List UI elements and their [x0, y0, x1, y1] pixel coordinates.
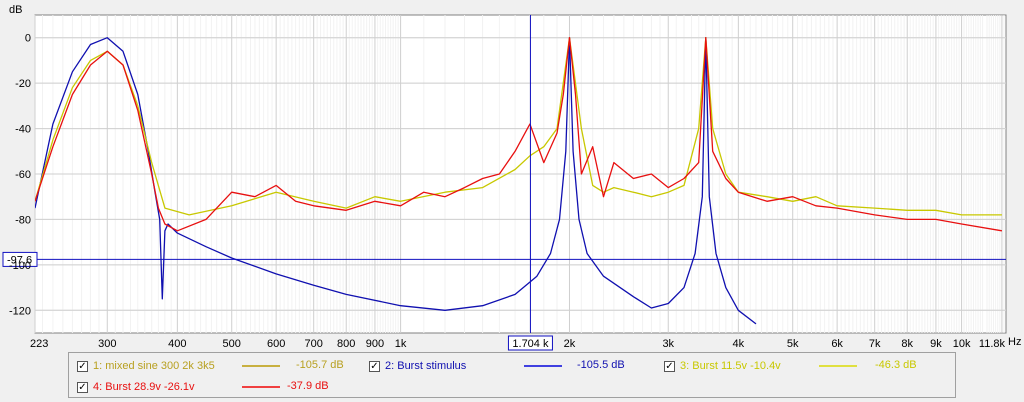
legend: ✓ 1: mixed sine 300 2k 3k5 -105.7 dB ✓ 2… — [68, 352, 956, 398]
legend-checkbox-3[interactable]: ✓ — [664, 360, 675, 372]
legend-label-3: 3: Burst 11.5v -10.4v — [680, 360, 781, 372]
legend-swatch-2 — [524, 365, 562, 367]
x-tick-label: 4k — [733, 338, 745, 350]
x-tick-label: 11.8k — [979, 338, 1006, 350]
x-tick-label: 6k — [831, 338, 843, 350]
cursor-y-label: -97.6 — [7, 254, 32, 266]
cursor[interactable]: -97.6 1.704 k — [2, 15, 1006, 351]
legend-item-1[interactable]: ✓ 1: mixed sine 300 2k 3k5 — [77, 358, 215, 374]
x-tick-label: 500 — [223, 338, 241, 350]
legend-value-4: -37.9 dB — [287, 380, 329, 392]
x-tick-label: 10k — [953, 338, 971, 350]
legend-item-3[interactable]: ✓ 3: Burst 11.5v -10.4v — [664, 358, 781, 374]
series-line-4 — [35, 37, 1003, 232]
legend-label-2: 2: Burst stimulus — [385, 360, 467, 372]
legend-swatch-4 — [242, 386, 280, 388]
x-axis-unit: Hz — [1008, 336, 1021, 348]
legend-swatch-1 — [242, 365, 280, 367]
x-tick-label: 1k — [395, 338, 407, 350]
y-tick-label: 0 — [25, 33, 31, 45]
legend-label-1: 1: mixed sine 300 2k 3k5 — [93, 360, 215, 372]
y-tick-label: -20 — [15, 78, 31, 90]
x-tick-label: 8k — [901, 338, 913, 350]
legend-label-4: 4: Burst 28.9v -26.1v — [93, 381, 195, 393]
x-tick-label: 300 — [98, 338, 116, 350]
chart: -97.6 1.704 k 0 -20 -40 -60 -80 -100 -120 223 30… — [2, 4, 1021, 351]
legend-checkbox-1[interactable]: ✓ — [77, 360, 88, 372]
y-tick-label: -80 — [15, 214, 31, 226]
cursor-y-label-box — [2, 251, 38, 267]
legend-checkbox-2[interactable]: ✓ — [369, 360, 380, 372]
y-tick-label: -60 — [15, 169, 31, 181]
x-tick-label: 9k — [930, 338, 942, 350]
x-tick-label: 3k — [662, 338, 674, 350]
y-tick-label: -120 — [9, 305, 31, 317]
x-tick-label: 700 — [305, 338, 323, 350]
x-tick-label: 400 — [168, 338, 186, 350]
x-tick-label: 800 — [337, 338, 355, 350]
y-tick-label: -40 — [15, 124, 31, 136]
y-axis-ticks: 0 -20 -40 -60 -80 -100 -120 — [9, 33, 31, 318]
cursor-x-label-box — [507, 335, 553, 351]
legend-item-2[interactable]: ✓ 2: Burst stimulus — [369, 358, 466, 374]
grid — [34, 15, 1006, 333]
x-tick-label: 2k — [564, 338, 576, 350]
legend-swatch-3 — [819, 365, 857, 367]
x-axis-ticks: 223 300 400 500 600 700 800 900 1k 2k 3k 4k 5k 6k 7k 8k… — [30, 338, 1005, 350]
y-axis-label: dB — [9, 4, 22, 16]
y-tick-label: -100 — [9, 260, 31, 272]
cursor-x-label: 1.704 k — [512, 338, 549, 350]
x-tick-label: 5k — [787, 338, 799, 350]
legend-value-1: -105.7 dB — [296, 359, 344, 371]
legend-checkbox-4[interactable]: ✓ — [77, 381, 88, 393]
legend-value-2: -105.5 dB — [577, 359, 625, 371]
legend-item-4[interactable]: ✓ 4: Burst 28.9v -26.1v — [77, 379, 195, 395]
x-tick-label: 900 — [366, 338, 384, 350]
legend-value-3: -46.3 dB — [875, 359, 917, 371]
x-tick-label: 7k — [869, 338, 881, 350]
x-tick-label: 600 — [267, 338, 285, 350]
x-tick-label: 223 — [30, 338, 48, 350]
